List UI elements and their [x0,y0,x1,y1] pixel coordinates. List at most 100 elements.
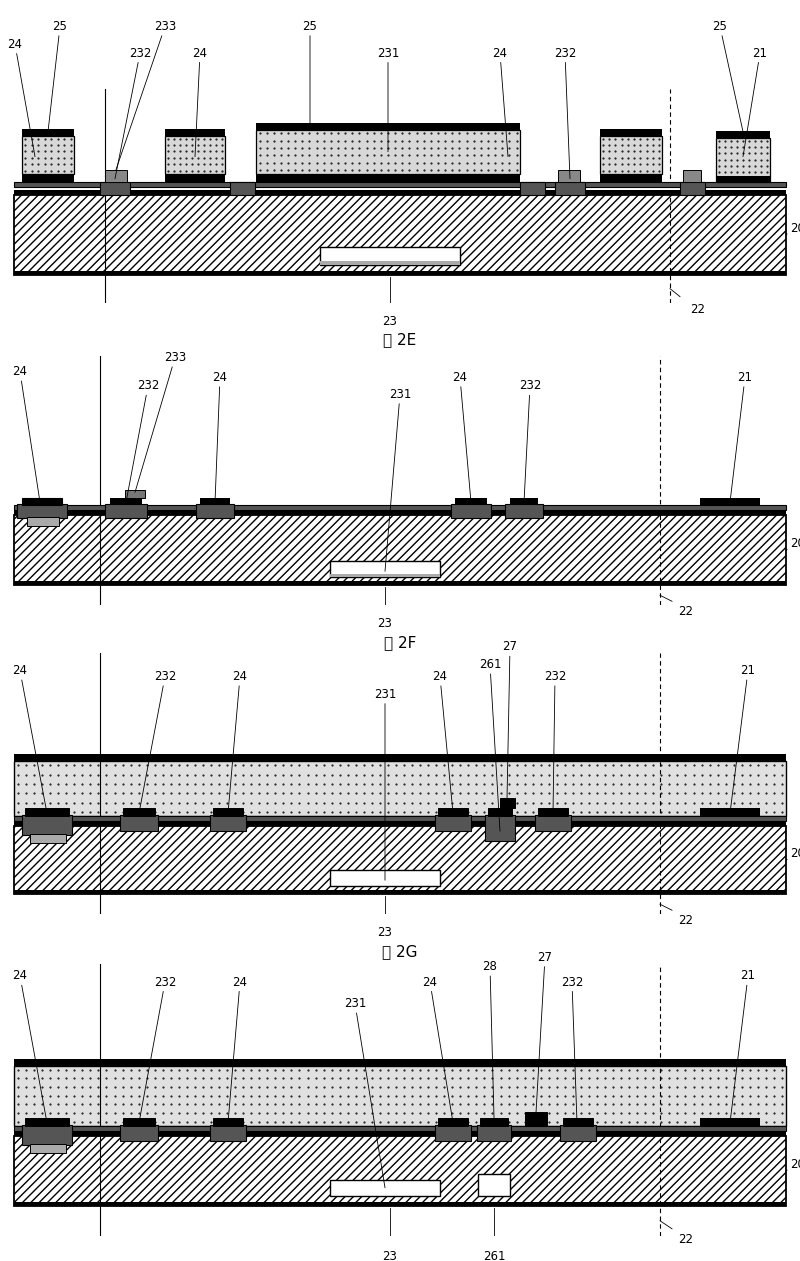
Text: 232: 232 [561,976,583,1122]
Bar [14,271,786,275]
Text: 232: 232 [544,670,566,813]
Text: 27: 27 [502,641,518,799]
Text: 233: 233 [116,20,176,170]
Text: 图 2E: 图 2E [383,333,417,348]
Bar [14,826,786,894]
Text: 232: 232 [139,976,176,1122]
Text: 24: 24 [13,665,47,813]
Bar [14,1126,786,1131]
Bar [213,1117,243,1126]
Bar [22,498,62,506]
Bar [125,491,145,498]
Text: 24: 24 [13,366,40,502]
Text: 22: 22 [678,605,693,618]
Bar [320,261,460,265]
Bar [14,816,786,821]
Bar [700,808,760,816]
Text: 233: 233 [135,351,186,492]
Bar [477,1125,511,1141]
Bar [560,1125,596,1141]
Bar [25,1117,69,1126]
Bar [14,890,786,894]
Bar [555,182,585,194]
Bar [25,808,69,816]
Bar [563,1117,593,1126]
Text: 图 2G: 图 2G [382,944,418,960]
Bar [510,498,538,506]
Text: 24: 24 [193,47,207,156]
Bar [330,561,440,578]
Bar [14,1066,786,1126]
Bar [213,808,243,816]
Text: 231: 231 [344,997,385,1188]
Text: 20: 20 [786,222,800,235]
Bar [123,808,155,816]
Text: 23: 23 [378,927,393,939]
Text: 232: 232 [115,47,151,179]
Bar [716,131,770,137]
Bar [14,1202,786,1206]
Bar [435,815,471,831]
Bar [22,815,72,835]
Text: 232: 232 [554,47,576,179]
Bar [683,170,701,182]
Bar [110,498,142,506]
Text: 27: 27 [536,951,553,1112]
Text: 24: 24 [453,371,471,502]
Text: 231: 231 [374,687,396,880]
Bar [14,581,786,585]
Bar [120,815,158,831]
Bar [535,815,571,831]
Bar [14,189,786,194]
Bar [22,136,74,174]
Bar [105,504,147,518]
Text: 21: 21 [730,371,753,502]
Bar [230,182,255,194]
Bar [438,808,468,816]
Text: 25: 25 [48,20,67,131]
Bar [435,1125,471,1141]
Text: 24: 24 [13,970,47,1122]
Text: 23: 23 [378,618,393,630]
Bar [600,136,662,174]
Bar [700,498,760,506]
Text: 25: 25 [302,20,318,126]
Text: 261: 261 [478,658,502,831]
Bar [700,1117,760,1126]
Text: 24: 24 [7,38,35,156]
Bar [27,517,59,526]
Text: 232: 232 [139,670,176,813]
Bar [165,136,225,174]
Bar [716,175,770,182]
Text: 23: 23 [382,1250,398,1261]
Bar [330,870,440,886]
Bar [500,798,515,808]
Bar [480,1117,508,1126]
Bar [600,174,662,182]
Bar [210,815,246,831]
Text: 28: 28 [482,960,498,1117]
Text: 24: 24 [228,976,247,1122]
Bar [716,137,770,182]
Bar [14,762,786,816]
Bar [210,1125,246,1141]
Text: 232: 232 [126,380,159,502]
Text: 231: 231 [377,47,399,151]
Bar [100,182,130,194]
Bar [165,174,225,182]
Bar [538,808,568,816]
Bar [558,170,580,182]
Text: 21: 21 [730,665,755,813]
Bar [438,1117,468,1126]
Bar [256,130,520,174]
Bar [320,247,460,265]
Bar [14,821,786,826]
Text: 22: 22 [678,914,693,927]
Text: 20: 20 [786,537,800,550]
Bar [525,1112,547,1126]
Bar [256,122,520,130]
Bar [200,498,230,506]
Bar [14,511,786,516]
Bar [14,754,786,762]
Text: 24: 24 [422,976,453,1122]
